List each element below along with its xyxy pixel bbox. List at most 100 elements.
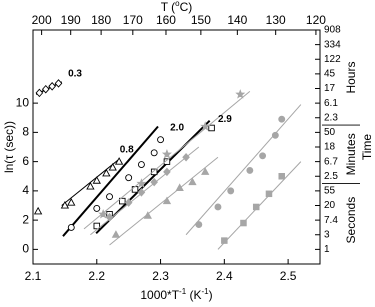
top-tick-label: 160	[156, 13, 176, 27]
data-point	[265, 190, 273, 198]
x-axis-title: 1000*T-1 (K-1)	[140, 287, 212, 303]
data-point	[60, 200, 70, 209]
data-point	[106, 193, 113, 201]
plot-frame	[32, 29, 321, 265]
data-point	[86, 181, 95, 190]
top-tick-label: 190	[61, 13, 81, 27]
fit-line	[109, 156, 219, 246]
top-tick-label: 170	[123, 13, 143, 27]
data-point	[200, 121, 211, 131]
y2-tick-label: 334	[324, 39, 341, 50]
x-tick-label: 2.2	[88, 269, 105, 283]
data-point	[137, 188, 146, 197]
y2-tick-label: 20	[324, 200, 336, 211]
data-point	[98, 209, 109, 219]
data-point	[108, 162, 117, 171]
data-point	[35, 88, 44, 98]
x-axis-title-part: (K	[186, 288, 201, 302]
y-tick-label: 0	[22, 242, 29, 256]
y2-tick-label: 55	[324, 186, 336, 197]
data-point	[93, 222, 101, 230]
data-point	[125, 174, 133, 182]
data-point	[201, 167, 210, 175]
x-axis-title-part: 1000*T	[140, 288, 179, 302]
y2-tick-label: 1	[324, 244, 330, 255]
top-axis-title-part: C)	[180, 0, 193, 14]
data-point	[188, 177, 197, 186]
y-tick-label: 8	[22, 125, 29, 139]
fit-line	[62, 125, 159, 237]
x-axis-title-part: -1	[179, 287, 187, 296]
x-axis-title-part: -1	[202, 287, 210, 296]
data-point	[137, 161, 145, 169]
right-axis-title: Time	[360, 134, 374, 161]
y2-tick-label: 2.5	[324, 171, 338, 182]
data-point	[162, 196, 172, 205]
y2-tick-label: 6.7	[324, 156, 338, 167]
data-point	[150, 177, 158, 187]
y2-tick-label: 18	[324, 142, 336, 153]
fit-line	[61, 158, 121, 206]
data-point	[163, 167, 171, 177]
data-point	[227, 187, 235, 195]
data-point	[143, 211, 152, 219]
data-point	[161, 149, 172, 159]
annotation: 2.9	[218, 114, 232, 125]
top-tick-label: 130	[266, 13, 286, 27]
top-tick-label: 140	[227, 13, 247, 27]
data-point	[67, 223, 75, 231]
data-point	[278, 115, 286, 123]
data-point	[136, 178, 147, 188]
y2-tick-label: 908	[324, 25, 341, 36]
data-point	[67, 198, 76, 206]
y-tick-label: 6	[22, 154, 29, 168]
data-point	[150, 168, 158, 176]
data-point	[119, 197, 126, 205]
data-point	[157, 136, 165, 144]
time-group-label: Hours	[344, 62, 358, 94]
y-tick-label: 10	[16, 95, 30, 109]
y2-tick-label: 45	[324, 69, 336, 80]
data-point	[41, 84, 50, 94]
top-tick-label: 180	[91, 13, 111, 27]
data-point	[93, 204, 101, 212]
fit-line	[83, 91, 251, 230]
data-point	[182, 152, 190, 162]
x-axis-title-part: )	[209, 288, 213, 302]
data-point	[163, 158, 171, 165]
data-point	[252, 203, 260, 211]
annotation: 2.0	[170, 123, 184, 134]
data-point	[240, 219, 247, 227]
time-group-label: Minutes	[344, 133, 358, 175]
data-point	[221, 237, 228, 244]
y2-tick-label: 50	[324, 127, 336, 138]
top-axis-title-part: T (	[161, 0, 175, 14]
top-axis-title-part: o	[175, 0, 180, 8]
data-point	[175, 183, 184, 192]
y2-tick-label: 7.4	[324, 215, 338, 226]
y-axis-title: ln(τ (sec))	[2, 121, 16, 173]
data-point	[114, 157, 124, 165]
data-point	[278, 172, 285, 180]
top-axis-title: T (oC)	[161, 0, 193, 14]
data-point	[150, 149, 158, 157]
top-tick-label: 120	[306, 13, 326, 27]
x-tick-label: 2.1	[25, 269, 42, 283]
data-point	[271, 131, 279, 139]
data-point	[124, 198, 133, 207]
data-point	[48, 82, 56, 91]
annotation: 0.8	[120, 145, 134, 156]
data-point	[102, 168, 111, 177]
y-tick-label: 4	[22, 183, 29, 197]
y2-tick-label: 3	[324, 229, 330, 240]
data-point	[214, 203, 222, 211]
x-tick-label: 2.5	[280, 269, 297, 283]
data-point	[105, 212, 114, 222]
data-point	[195, 221, 203, 228]
top-tick-label: 150	[191, 13, 211, 27]
fit-line	[185, 104, 302, 236]
y2-tick-label: 2.3	[324, 112, 338, 123]
data-point	[259, 152, 267, 160]
y2-tick-label: 6.1	[324, 98, 338, 109]
